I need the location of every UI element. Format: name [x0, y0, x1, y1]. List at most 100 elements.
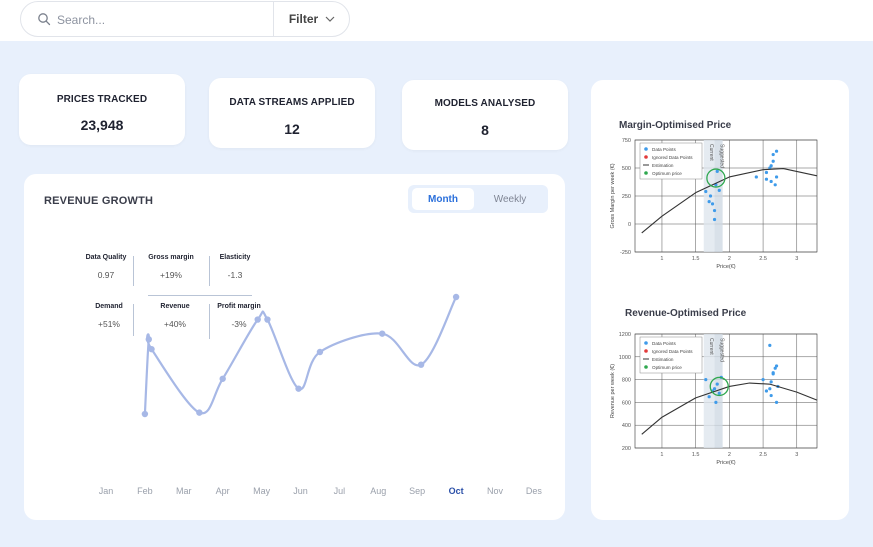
data-point — [774, 149, 779, 153]
margin-chart-title: Margin-Optimised Price — [619, 120, 732, 131]
y-axis-label: Revenue per week (€) — [610, 364, 616, 418]
y-tick-label: 600 — [622, 400, 631, 406]
estimation-curve — [641, 382, 818, 435]
legend-label: Ignored Data Points — [652, 349, 693, 354]
stat-value: 23,948 — [80, 117, 124, 133]
legend-swatch — [644, 155, 648, 159]
x-tick-label: 1.5 — [692, 256, 700, 262]
band-label: Suggested — [719, 338, 725, 362]
legend — [639, 142, 703, 180]
toggle-month[interactable]: Month — [412, 188, 474, 210]
revenue-line — [143, 296, 458, 415]
y-tick-label: 1200 — [619, 332, 631, 338]
revenue-point[interactable] — [295, 385, 302, 392]
data-point — [764, 177, 769, 181]
data-point — [710, 202, 715, 206]
data-point — [707, 200, 711, 204]
stat-label: PRICES TRACKED — [56, 94, 148, 105]
search-divider — [273, 2, 274, 36]
top-bar: Filter — [0, 0, 873, 41]
x-tick-label: 1 — [660, 256, 663, 262]
y-tick-label: 500 — [622, 166, 631, 172]
filter-button[interactable]: Filter — [274, 2, 350, 36]
data-point — [717, 391, 721, 395]
search-input[interactable] — [57, 10, 267, 30]
month-label: Jun — [293, 486, 308, 496]
metric-value: +51% — [98, 319, 120, 329]
revenue-point[interactable] — [145, 336, 152, 343]
data-point — [774, 175, 779, 179]
legend-swatch — [644, 365, 648, 369]
legend-label: Estimation — [652, 357, 674, 362]
revenue-optimised-chart: 1200 1000 800 600 400 200 1 1.5 2 2.5 3 Current Sugg… — [610, 332, 818, 466]
revenue-line-chart — [141, 293, 460, 418]
data-point — [704, 189, 708, 194]
data-point — [771, 152, 775, 157]
month-label: Oct — [448, 486, 464, 496]
metric-label: Gross margin — [148, 254, 194, 261]
revenue-point[interactable] — [264, 316, 271, 323]
data-point — [773, 183, 777, 187]
data-point — [715, 169, 719, 173]
metric-value: -1.3 — [227, 270, 243, 280]
metric-data-quality: Data Quality 0.97 — [78, 254, 134, 280]
y-tick-label: 250 — [622, 194, 631, 200]
data-point — [717, 188, 721, 192]
search-icon — [38, 13, 51, 26]
stat-value: 8 — [481, 122, 489, 138]
revenue-point[interactable] — [254, 316, 261, 323]
legend-swatch — [644, 171, 648, 175]
metric-divider — [133, 256, 134, 286]
margin-optimised-chart: 750 500 250 0 -250 1 1.5 2 2.5 3 Current Suggested D… — [610, 138, 818, 270]
revenue-point[interactable] — [141, 410, 149, 418]
legend-swatch — [644, 349, 648, 353]
metric-demand: Demand +51% — [82, 303, 136, 329]
metric-revenue: Revenue +40% — [146, 303, 204, 329]
data-point — [769, 393, 773, 398]
revenue-point[interactable] — [148, 345, 155, 353]
legend-swatch — [644, 341, 648, 345]
stat-label: DATA STREAMS APPLIED — [229, 97, 355, 108]
data-point — [769, 380, 773, 384]
month-label: Jul — [333, 486, 346, 496]
month-label: Mar — [176, 486, 192, 496]
suggested-band — [714, 140, 723, 252]
legend-swatch — [644, 147, 648, 151]
y-tick-label: 200 — [622, 446, 631, 452]
revenue-point[interactable] — [316, 348, 324, 356]
legend-label: Estimation — [652, 163, 674, 168]
revenue-point[interactable] — [417, 361, 425, 368]
toggle-weekly[interactable]: Weekly — [493, 193, 527, 205]
revenue-point[interactable] — [452, 293, 460, 301]
revenue-growth-title: REVENUE GROWTH — [44, 195, 154, 207]
estimation-curve — [641, 168, 818, 234]
month-label: May — [253, 486, 271, 496]
metric-elasticity: Elasticity -1.3 — [209, 254, 261, 280]
stat-value: 12 — [284, 121, 300, 137]
revenue-chart-title: Revenue-Optimised Price — [625, 308, 747, 319]
stat-label: MODELS ANALYSED — [434, 98, 536, 109]
revenue-point[interactable] — [378, 330, 386, 337]
price-optimisation-panel: Margin-Optimised Price 750 500 250 0 -250 1 1.… — [591, 80, 849, 520]
revenue-point[interactable] — [219, 375, 226, 382]
search-box: Filter — [20, 1, 350, 37]
data-point — [754, 175, 758, 179]
y-tick-label: 800 — [622, 378, 631, 384]
x-tick-label: 3 — [795, 256, 798, 262]
metric-value: +19% — [160, 270, 182, 280]
legend-label: Data Points — [652, 341, 676, 346]
metric-divider — [209, 256, 210, 286]
revenue-growth-panel: REVENUE GROWTH Month Weekly Data Quality… — [24, 174, 565, 520]
revenue-point[interactable] — [196, 409, 203, 416]
month-label: Des — [525, 486, 542, 496]
metric-divider — [148, 295, 252, 296]
data-point — [712, 208, 717, 213]
band-label: Suggested — [719, 144, 725, 168]
data-point — [712, 387, 717, 391]
month-label: Apr — [215, 486, 230, 496]
stat-card-prices-tracked: PRICES TRACKED 23,948 — [19, 74, 185, 145]
band-label: Current — [708, 338, 714, 355]
month-label: Feb — [137, 486, 153, 496]
data-point — [771, 159, 775, 163]
y-axis-label: Gross Margin per week (€) — [610, 163, 616, 228]
